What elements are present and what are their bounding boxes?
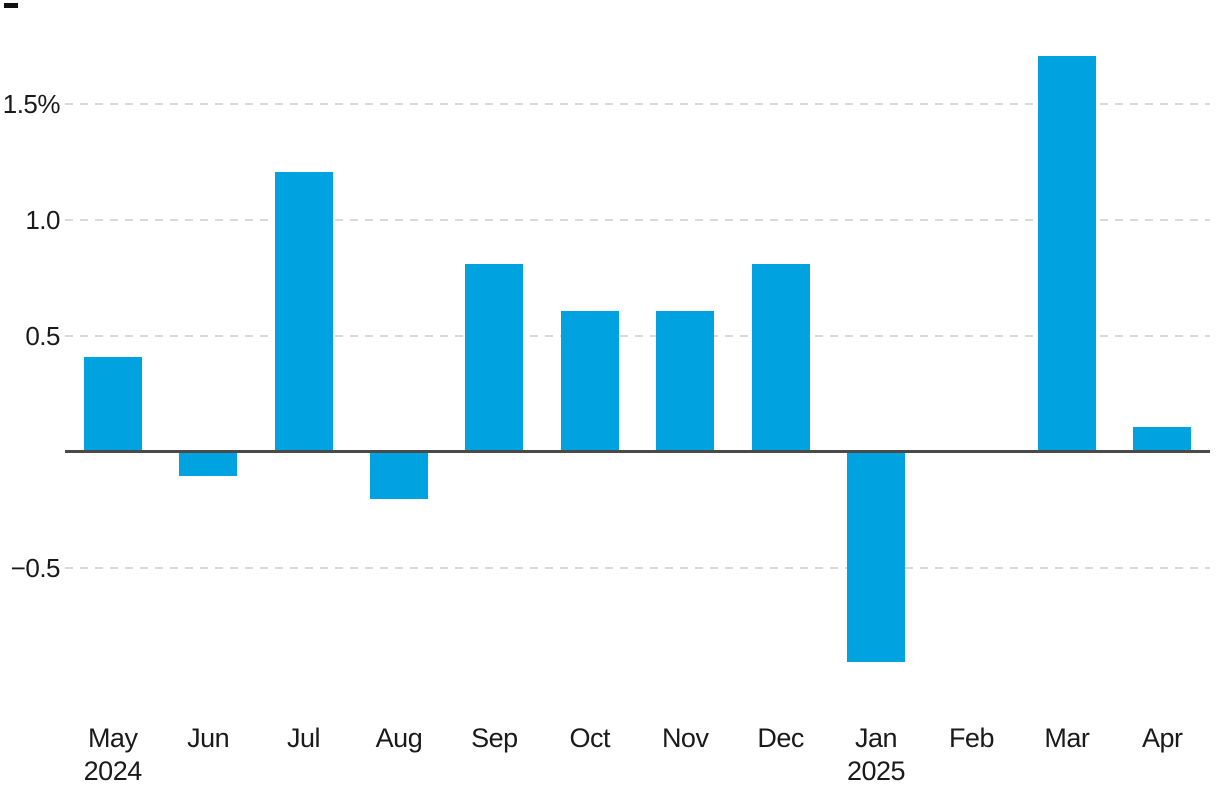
month-label: Mar — [1044, 723, 1090, 753]
month-label: Feb — [948, 723, 995, 753]
bar-apr — [1133, 426, 1192, 450]
x-tick-label: Apr — [1115, 722, 1210, 755]
month-label: Apr — [1142, 723, 1183, 753]
gridline — [65, 103, 1210, 105]
month-label: Oct — [569, 723, 611, 753]
x-tick-label: Dec — [733, 722, 828, 755]
bar-may — [83, 357, 142, 450]
month-label: Jul — [287, 723, 321, 753]
year-label: 2024 — [83, 756, 143, 786]
gridline — [65, 567, 1210, 569]
bar-sep — [465, 264, 524, 450]
corner-tick-mark — [4, 3, 18, 8]
bar-aug — [369, 453, 428, 500]
bar-nov — [656, 310, 715, 450]
bar-dec — [751, 264, 810, 450]
bar-jul — [274, 171, 333, 450]
gridline — [65, 219, 1210, 221]
bar-jun — [179, 453, 238, 477]
x-tick-label: Oct — [542, 722, 637, 755]
x-tick-label: Jan 2025 — [828, 722, 923, 788]
bar-mar — [1037, 55, 1096, 450]
y-tick-label: 1.5% — [2, 89, 61, 119]
x-tick-label: May 2024 — [65, 722, 160, 788]
y-tick-label: −0.5 — [10, 553, 61, 583]
month-label: Sep — [471, 723, 518, 753]
month-label: May — [87, 723, 138, 753]
y-tick-label: 0.5 — [25, 321, 60, 351]
month-label: Aug — [375, 723, 423, 753]
x-tick-label: Feb — [924, 722, 1019, 755]
x-tick-label: Sep — [447, 722, 542, 755]
month-label: Jan — [855, 723, 898, 753]
x-tick-label: Nov — [638, 722, 733, 755]
y-tick-label: 1.0 — [25, 205, 60, 235]
x-tick-label: Mar — [1019, 722, 1114, 755]
bar-jan — [847, 453, 906, 662]
bar-oct — [560, 310, 619, 450]
gridline — [65, 335, 1210, 337]
year-label: 2025 — [846, 756, 906, 786]
x-axis-zero-line — [65, 450, 1210, 453]
month-label: Nov — [661, 723, 709, 753]
x-tick-label: Aug — [351, 722, 446, 755]
x-tick-label: Jun — [160, 722, 255, 755]
month-label: Jun — [187, 723, 230, 753]
x-tick-label: Jul — [256, 722, 351, 755]
month-label: Dec — [757, 723, 804, 753]
